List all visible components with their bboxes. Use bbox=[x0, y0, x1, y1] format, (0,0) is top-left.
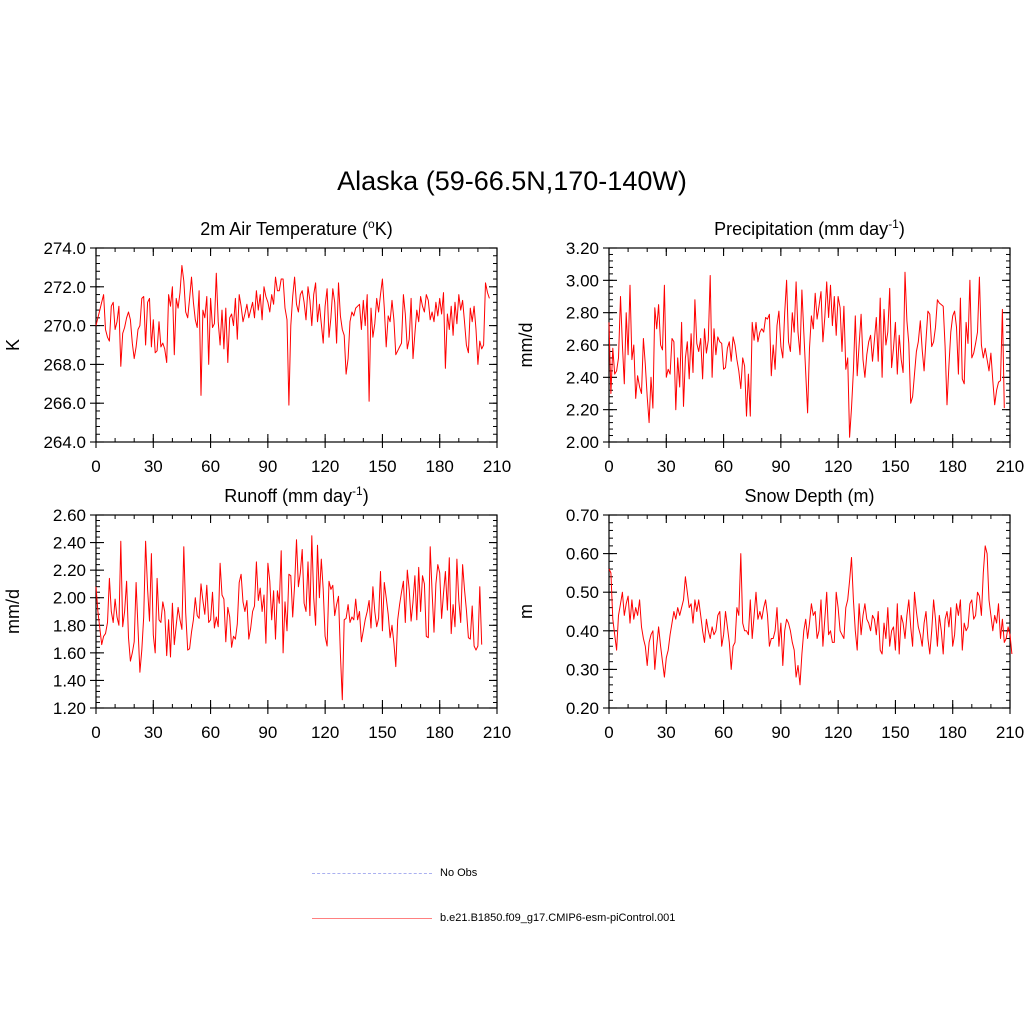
panel-title: Runoff (mm day-1) bbox=[224, 484, 368, 506]
y-tick-label: 1.80 bbox=[53, 616, 86, 635]
x-tick-label: 120 bbox=[311, 723, 339, 742]
plot-frame bbox=[608, 514, 1011, 709]
x-tick-label: 60 bbox=[714, 457, 733, 476]
x-tick-label: 0 bbox=[91, 457, 100, 476]
legend-label: No Obs bbox=[440, 867, 478, 879]
y-tick-label: 2.00 bbox=[53, 589, 86, 608]
panel-title-superscript: -1 bbox=[888, 217, 899, 231]
y-axis-label: K bbox=[3, 339, 23, 351]
panel-title-main: 2m Air Temperature ( bbox=[200, 219, 368, 239]
panel-title: Snow Depth (m) bbox=[744, 486, 874, 506]
y-tick-label: 268.0 bbox=[43, 355, 86, 374]
y-tick-label: 264.0 bbox=[43, 433, 86, 452]
x-tick-label: 0 bbox=[604, 723, 613, 742]
y-tick-label: 0.70 bbox=[566, 506, 599, 525]
figure-title: Alaska (59-66.5N,170-140W) bbox=[337, 166, 687, 196]
y-tick-label: 270.0 bbox=[43, 317, 86, 336]
chart-panel-1: 264.0 266.0 268.0 270.0 272.0 274.0 0 30 60 90 120… bbox=[3, 217, 511, 476]
x-tick-label: 150 bbox=[368, 723, 396, 742]
legend-swatch-solid bbox=[312, 917, 432, 919]
series-line bbox=[608, 545, 1013, 686]
x-tick-label: 90 bbox=[258, 723, 277, 742]
y-tick-label: 3.00 bbox=[566, 271, 599, 290]
panel-title-main: Runoff (mm day bbox=[224, 486, 352, 506]
panel-title-suffix: ) bbox=[899, 219, 905, 239]
y-axis-label: m bbox=[516, 604, 536, 619]
x-tick-label: 150 bbox=[881, 457, 909, 476]
series-line bbox=[95, 265, 490, 406]
y-axis-label: mm/d bbox=[516, 323, 536, 368]
plot-frame bbox=[95, 514, 498, 709]
x-tick-label: 90 bbox=[258, 457, 277, 476]
series-line bbox=[95, 535, 483, 701]
panel-title: Precipitation (mm day-1) bbox=[714, 217, 905, 239]
y-tick-label: 272.0 bbox=[43, 278, 86, 297]
y-tick-label: 1.20 bbox=[53, 699, 86, 718]
y-tick-label: 2.20 bbox=[566, 401, 599, 420]
y-tick-label: 2.20 bbox=[53, 561, 86, 580]
x-tick-label: 0 bbox=[604, 457, 613, 476]
y-tick-label: 0.60 bbox=[566, 545, 599, 564]
y-axis-label: mm/d bbox=[3, 589, 23, 634]
panel-title-main: Snow Depth (m) bbox=[744, 486, 874, 506]
chart-panel-3: 1.20 1.40 1.60 1.80 2.00 2.20 2.40 2.60 0 30 60 90 1… bbox=[3, 484, 511, 742]
x-tick-label: 90 bbox=[771, 723, 790, 742]
x-tick-label: 210 bbox=[996, 457, 1024, 476]
plot-frame bbox=[95, 247, 498, 443]
y-tick-label: 0.40 bbox=[566, 622, 599, 641]
chart-panel-2: 2.00 2.20 2.40 2.60 2.80 3.00 3.20 0 30 60 90 120 15… bbox=[516, 217, 1024, 476]
panel-title: 2m Air Temperature (oK) bbox=[200, 217, 392, 239]
y-tick-label: 2.00 bbox=[566, 433, 599, 452]
y-tick-label: 0.20 bbox=[566, 699, 599, 718]
x-tick-label: 30 bbox=[657, 457, 676, 476]
panel-title-superscript: -1 bbox=[352, 484, 363, 498]
legend-item-model: b.e21.B1850.f09_g17.CMIP6-esm-piControl.… bbox=[312, 908, 675, 928]
chart-panel-4: 0.20 0.30 0.40 0.50 0.60 0.70 0 30 60 90 120 150 180… bbox=[516, 486, 1024, 742]
y-tick-label: 274.0 bbox=[43, 239, 86, 258]
x-tick-label: 210 bbox=[996, 723, 1024, 742]
y-tick-label: 2.40 bbox=[566, 368, 599, 387]
y-tick-label: 1.40 bbox=[53, 671, 86, 690]
x-tick-label: 150 bbox=[881, 723, 909, 742]
legend-item-no-obs: No Obs bbox=[312, 863, 477, 883]
y-tick-label: 2.80 bbox=[566, 304, 599, 323]
panel-title-main: Precipitation (mm day bbox=[714, 219, 888, 239]
x-tick-label: 60 bbox=[201, 723, 220, 742]
y-tick-label: 2.60 bbox=[53, 506, 86, 525]
x-tick-label: 120 bbox=[311, 457, 339, 476]
y-tick-label: 3.20 bbox=[566, 239, 599, 258]
series-line bbox=[608, 271, 1005, 438]
x-tick-label: 150 bbox=[368, 457, 396, 476]
panel-title-suffix: K) bbox=[375, 219, 393, 239]
panel-title-superscript: o bbox=[368, 217, 375, 231]
y-tick-label: 0.50 bbox=[566, 583, 599, 602]
legend-swatch-dashed bbox=[312, 872, 432, 874]
panel-title-suffix: ) bbox=[363, 486, 369, 506]
x-tick-label: 120 bbox=[824, 457, 852, 476]
y-tick-label: 2.40 bbox=[53, 534, 86, 553]
x-tick-label: 60 bbox=[201, 457, 220, 476]
x-tick-label: 210 bbox=[483, 457, 511, 476]
y-tick-label: 1.60 bbox=[53, 644, 86, 663]
y-tick-label: 266.0 bbox=[43, 394, 86, 413]
x-tick-label: 30 bbox=[657, 723, 676, 742]
legend-label: b.e21.B1850.f09_g17.CMIP6-esm-piControl.… bbox=[440, 912, 676, 924]
y-tick-label: 0.30 bbox=[566, 660, 599, 679]
x-tick-label: 90 bbox=[771, 457, 790, 476]
x-tick-label: 30 bbox=[144, 723, 163, 742]
x-tick-label: 180 bbox=[426, 723, 454, 742]
x-tick-label: 30 bbox=[144, 457, 163, 476]
y-tick-label: 2.60 bbox=[566, 336, 599, 355]
x-tick-label: 60 bbox=[714, 723, 733, 742]
x-tick-label: 120 bbox=[824, 723, 852, 742]
x-tick-label: 180 bbox=[939, 457, 967, 476]
x-tick-label: 210 bbox=[483, 723, 511, 742]
x-tick-label: 0 bbox=[91, 723, 100, 742]
x-tick-label: 180 bbox=[939, 723, 967, 742]
x-tick-label: 180 bbox=[426, 457, 454, 476]
